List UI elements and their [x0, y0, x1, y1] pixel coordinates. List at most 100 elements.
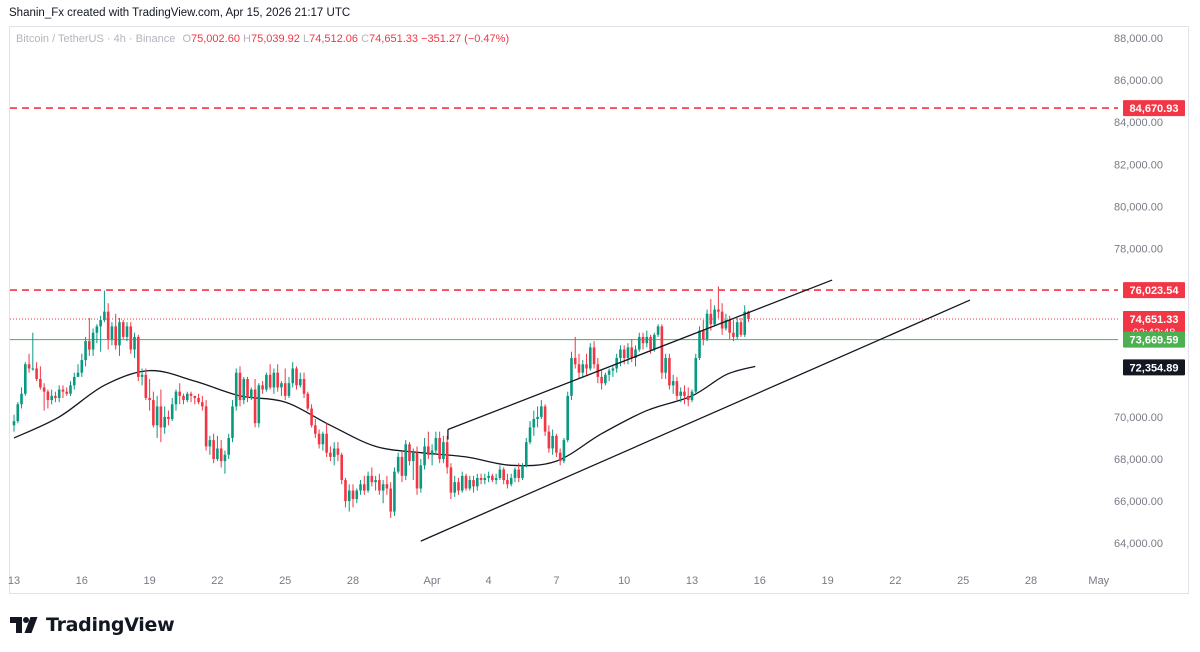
candle [261, 381, 264, 394]
candle [283, 368, 287, 401]
candle [91, 328, 95, 356]
candle [234, 368, 238, 411]
candle [219, 440, 223, 468]
candle-body [234, 372, 238, 407]
candle-body [72, 376, 76, 386]
candle [291, 362, 295, 388]
candle-body [140, 374, 144, 377]
candle [125, 322, 129, 342]
candle-body [99, 320, 102, 327]
candle-body [547, 431, 551, 449]
candle [231, 400, 234, 443]
candle-body [253, 389, 257, 424]
candle [637, 332, 641, 352]
candle [242, 376, 246, 405]
candle [683, 385, 686, 405]
candle-body [91, 332, 95, 350]
candle [427, 431, 430, 459]
candle [314, 419, 317, 438]
candle [253, 379, 257, 428]
candle-body [690, 391, 694, 401]
candle [491, 473, 494, 483]
candle [457, 477, 460, 495]
candle [660, 324, 664, 380]
candle-body [630, 347, 634, 358]
candle-body [287, 383, 291, 396]
candle [332, 442, 336, 466]
candle-body [543, 406, 547, 432]
x-tick-label: 25 [957, 575, 969, 587]
level-76023-label-text: 76,023.54 [1130, 285, 1180, 297]
candle-body [735, 322, 739, 337]
candle [396, 452, 400, 474]
candle-body [540, 406, 543, 417]
candle [705, 309, 709, 342]
candle-body [106, 311, 110, 340]
candle [566, 391, 569, 443]
candle [378, 473, 381, 495]
candle [287, 376, 291, 398]
candle-body [208, 440, 212, 447]
candle-body [393, 471, 396, 512]
x-tick-label: 13 [8, 575, 20, 587]
candle [268, 364, 272, 390]
candle-body [182, 395, 185, 401]
candle [137, 334, 140, 382]
candle [359, 480, 362, 495]
candle [103, 290, 106, 323]
candle-body [359, 484, 362, 491]
candle [65, 387, 69, 396]
candle-body [174, 391, 178, 405]
y-tick-label: 86,000.00 [1114, 75, 1163, 87]
candle-body [683, 391, 686, 396]
candle-body [302, 379, 306, 394]
candle-body [129, 326, 133, 350]
candle-body [675, 381, 679, 396]
candle [389, 482, 392, 518]
candle [118, 317, 121, 356]
candle [121, 320, 125, 340]
candle-body [468, 480, 472, 489]
candle [445, 435, 449, 474]
legend-open-value: 75,002.60 [191, 33, 240, 45]
candle [449, 463, 453, 499]
candle-body [76, 372, 80, 377]
candle [344, 477, 347, 508]
candle [679, 387, 682, 403]
candle [208, 435, 212, 455]
candle-body [283, 383, 287, 396]
candle [302, 372, 306, 398]
candle-body [408, 444, 411, 462]
candle [306, 391, 310, 411]
candle-body [660, 326, 664, 373]
level-84670-price-label: 84,670.93 [1123, 100, 1185, 117]
candle-body [332, 448, 336, 457]
candle [494, 473, 498, 485]
candle [159, 389, 163, 443]
candle-body [110, 326, 114, 340]
candle [641, 332, 645, 350]
candle-body [201, 402, 204, 407]
candle-body [664, 357, 667, 373]
candle [57, 385, 61, 403]
candle-body [717, 309, 720, 312]
tradingview-footer[interactable]: TradingView [10, 610, 175, 640]
candle [69, 381, 72, 396]
candle-body [54, 395, 57, 398]
candle [144, 368, 148, 401]
candle [336, 442, 340, 462]
candle-body [585, 364, 588, 369]
legend-symbol: Bitcoin / TetherUS · 4h · Binance [16, 33, 176, 45]
candle-body [592, 347, 596, 365]
candle-body [193, 395, 197, 398]
candle [404, 440, 408, 481]
y-tick-label: 82,000.00 [1114, 159, 1163, 171]
candle [76, 364, 80, 377]
candle-body [57, 389, 61, 398]
candle [61, 385, 65, 398]
y-tick-label: 88,000.00 [1114, 33, 1163, 45]
candle-body [363, 484, 366, 491]
level-76023-price-label: 76,023.54 [1123, 282, 1185, 299]
candle-body [577, 364, 581, 373]
